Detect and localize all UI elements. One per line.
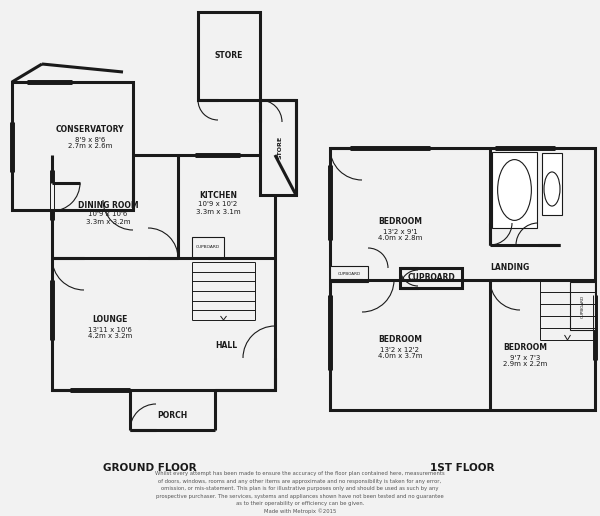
Text: 13'2 x 12'2
4.0m x 3.7m: 13'2 x 12'2 4.0m x 3.7m [378, 347, 422, 360]
Bar [570, 282, 595, 330]
Text: BEDROOM: BEDROOM [503, 344, 547, 352]
Text: DINING ROOM: DINING ROOM [77, 201, 139, 209]
Text: CONSERVATORY: CONSERVATORY [56, 125, 124, 135]
Bar [12, 82, 133, 210]
Text: CUPBOARD: CUPBOARD [407, 273, 455, 282]
Text: 8'9 x 8'6
2.7m x 2.6m: 8'9 x 8'6 2.7m x 2.6m [68, 137, 112, 150]
Bar [192, 237, 224, 258]
Text: KITCHEN: KITCHEN [199, 190, 237, 200]
Text: HALL: HALL [215, 341, 237, 349]
Text: BEDROOM: BEDROOM [378, 335, 422, 345]
Text: LANDING: LANDING [490, 264, 530, 272]
Bar [492, 152, 537, 228]
Text: LOUNGE: LOUNGE [92, 315, 128, 325]
Text: 10'9 x 10'6
3.3m x 3.2m: 10'9 x 10'6 3.3m x 3.2m [86, 212, 130, 224]
Text: GROUND FLOOR: GROUND FLOOR [103, 463, 197, 473]
Bar [198, 12, 260, 100]
Text: 1ST FLOOR: 1ST FLOOR [430, 463, 494, 473]
Text: Whilst every attempt has been made to ensure the accuracy of the floor plan cont: Whilst every attempt has been made to en… [155, 472, 445, 514]
Text: STORE: STORE [277, 135, 283, 158]
Ellipse shape [544, 172, 560, 206]
Ellipse shape [497, 159, 532, 220]
Text: PORCH: PORCH [157, 411, 187, 420]
Bar [52, 155, 275, 390]
Text: 10'9 x 10'2
3.3m x 3.1m: 10'9 x 10'2 3.3m x 3.1m [196, 202, 241, 215]
Bar [260, 100, 296, 195]
Bar [330, 148, 595, 410]
Bar [400, 268, 462, 288]
Text: 13'11 x 10'6
4.2m x 3.2m: 13'11 x 10'6 4.2m x 3.2m [88, 327, 132, 340]
Text: CUPBOARD: CUPBOARD [581, 295, 584, 317]
Text: CUPBOARD: CUPBOARD [196, 246, 220, 250]
Bar [330, 266, 368, 282]
Text: STORE: STORE [215, 52, 243, 60]
Bar [542, 153, 562, 215]
Text: CUPBOARD: CUPBOARD [337, 272, 361, 276]
Text: 9'7 x 7'3
2.9m x 2.2m: 9'7 x 7'3 2.9m x 2.2m [503, 354, 547, 367]
Text: 13'2 x 9'1
4.0m x 2.8m: 13'2 x 9'1 4.0m x 2.8m [378, 229, 422, 241]
Text: BEDROOM: BEDROOM [378, 218, 422, 227]
